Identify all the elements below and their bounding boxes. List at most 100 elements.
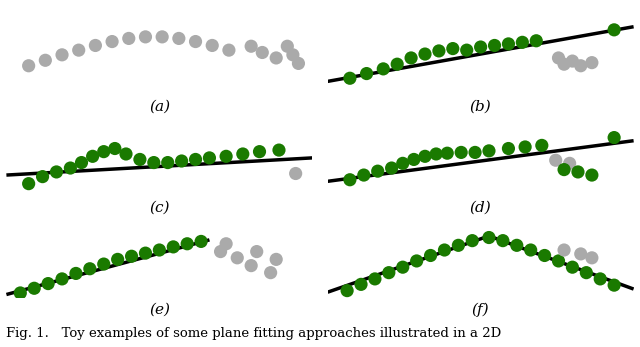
Point bbox=[531, 38, 541, 44]
Point bbox=[107, 39, 117, 44]
Point bbox=[65, 165, 76, 171]
Text: (f): (f) bbox=[472, 302, 490, 317]
Text: (d): (d) bbox=[470, 201, 492, 215]
Point bbox=[140, 34, 150, 40]
Point bbox=[406, 55, 416, 61]
Point bbox=[274, 147, 284, 153]
Point bbox=[168, 244, 179, 250]
Point bbox=[392, 61, 403, 67]
Point bbox=[148, 160, 159, 166]
Point bbox=[293, 61, 303, 66]
Point bbox=[345, 177, 355, 183]
Point bbox=[163, 160, 173, 166]
Point bbox=[221, 153, 231, 159]
Point bbox=[453, 243, 463, 248]
Point bbox=[525, 247, 536, 253]
Point bbox=[559, 167, 569, 172]
Point bbox=[434, 48, 444, 54]
Text: Fig. 1.   Toy examples of some plane fitting approaches illustrated in a 2D: Fig. 1. Toy examples of some plane fitti… bbox=[6, 327, 502, 340]
Point bbox=[484, 235, 494, 240]
Point bbox=[387, 165, 397, 171]
Point bbox=[140, 251, 150, 256]
Point bbox=[177, 158, 187, 164]
Point bbox=[476, 44, 486, 50]
Point bbox=[254, 149, 264, 154]
Point bbox=[587, 255, 597, 261]
Point bbox=[409, 157, 419, 162]
Point bbox=[378, 66, 388, 72]
Point bbox=[503, 41, 513, 47]
Point bbox=[356, 282, 366, 287]
Point bbox=[442, 151, 452, 156]
Point bbox=[559, 61, 569, 67]
Point bbox=[517, 40, 527, 45]
Point bbox=[575, 251, 586, 257]
Point bbox=[43, 281, 53, 286]
Point bbox=[57, 52, 67, 58]
Text: (c): (c) bbox=[149, 201, 170, 215]
Point bbox=[246, 43, 256, 49]
Text: (e): (e) bbox=[149, 302, 170, 316]
Point bbox=[564, 161, 575, 166]
Point bbox=[127, 253, 137, 259]
Point bbox=[257, 50, 268, 55]
Point bbox=[88, 153, 98, 159]
Point bbox=[609, 135, 620, 141]
Point bbox=[484, 148, 494, 154]
Point bbox=[511, 243, 522, 248]
Point bbox=[609, 282, 620, 288]
Point bbox=[237, 151, 248, 157]
Point bbox=[135, 157, 145, 162]
Point bbox=[370, 276, 380, 282]
Point bbox=[420, 153, 430, 159]
Point bbox=[503, 146, 513, 151]
Point bbox=[121, 151, 131, 157]
Point bbox=[587, 172, 597, 178]
Point bbox=[246, 263, 256, 269]
Point bbox=[609, 27, 620, 33]
Point bbox=[24, 181, 34, 186]
Point bbox=[362, 71, 372, 76]
Point bbox=[224, 48, 234, 53]
Point bbox=[271, 55, 282, 61]
Point bbox=[291, 171, 301, 176]
Point bbox=[221, 241, 231, 247]
Point bbox=[157, 34, 167, 40]
Point bbox=[37, 174, 47, 179]
Point bbox=[191, 39, 201, 44]
Point bbox=[498, 238, 508, 244]
Point bbox=[99, 149, 109, 154]
Point bbox=[288, 52, 298, 58]
Point bbox=[232, 255, 243, 261]
Point bbox=[550, 158, 561, 163]
Point bbox=[282, 43, 292, 49]
Point bbox=[426, 253, 436, 258]
Point bbox=[567, 58, 577, 64]
Point bbox=[461, 48, 472, 53]
Point bbox=[271, 257, 282, 262]
Point bbox=[216, 249, 226, 254]
Point bbox=[559, 247, 569, 253]
Point bbox=[266, 270, 276, 276]
Point bbox=[29, 286, 39, 291]
Point bbox=[204, 155, 214, 161]
Point bbox=[99, 261, 109, 267]
Point bbox=[113, 257, 123, 262]
Point bbox=[71, 271, 81, 276]
Point bbox=[124, 36, 134, 41]
Point bbox=[154, 247, 164, 253]
Point bbox=[467, 238, 477, 244]
Point bbox=[397, 264, 408, 270]
Point bbox=[372, 168, 383, 174]
Point bbox=[540, 253, 550, 258]
Point bbox=[252, 249, 262, 254]
Point bbox=[76, 160, 86, 166]
Point bbox=[397, 161, 408, 166]
Point bbox=[448, 46, 458, 51]
Point bbox=[431, 151, 441, 157]
Point bbox=[439, 247, 449, 253]
Text: (b): (b) bbox=[470, 99, 492, 113]
Point bbox=[342, 288, 352, 294]
Point bbox=[554, 258, 564, 264]
Point bbox=[358, 172, 369, 178]
